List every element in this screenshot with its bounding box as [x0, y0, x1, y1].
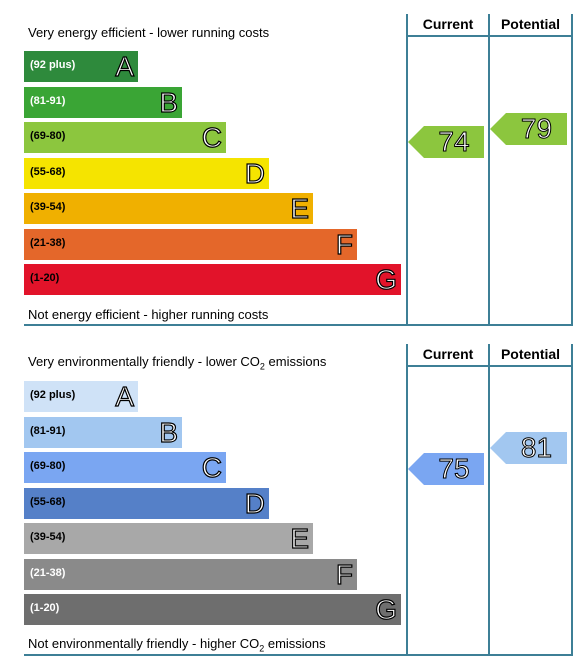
caption-text: emissions	[264, 354, 327, 369]
band-f: (21-38) F	[24, 558, 357, 590]
band-g: (1-20) G	[24, 263, 401, 296]
divider	[406, 35, 573, 37]
divider	[488, 344, 490, 656]
band-letter: A	[115, 380, 135, 412]
band-range-label: (92 plus)	[30, 59, 76, 71]
band-letter: E	[290, 192, 310, 224]
potential-rating-value: 79	[520, 113, 553, 145]
band-letter: C	[201, 451, 222, 483]
band-range-label: (21-38)	[30, 236, 66, 249]
band-range-label: (55-68)	[30, 165, 66, 178]
band-e: (39-54) E	[24, 522, 313, 555]
current-rating-arrow: 75	[408, 453, 484, 485]
band-letter: B	[159, 86, 179, 118]
potential-column-header: Potential	[500, 16, 561, 32]
environmental-rating-panel: Current Potential Very environmentally f…	[0, 342, 588, 670]
band-c: (69-80) C	[24, 121, 226, 154]
band-range-label: (92 plus)	[30, 389, 76, 401]
caption-subscript: 2	[259, 361, 265, 372]
band-range-label: (39-54)	[30, 201, 66, 213]
band-range-label: (81-91)	[30, 94, 66, 107]
band-letter: F	[335, 228, 353, 260]
band-d: (55-68) D	[24, 157, 269, 189]
band-c: (69-80) C	[24, 451, 226, 484]
band-b: (81-91) B	[24, 416, 182, 448]
divider	[24, 324, 573, 326]
band-range-label: (81-91)	[30, 424, 66, 437]
band-e: (39-54) E	[24, 192, 313, 225]
band-letter: G	[375, 593, 398, 625]
current-rating-value: 75	[438, 453, 470, 485]
current-column-header: Current	[422, 346, 474, 362]
divider	[488, 14, 490, 326]
band-letter: E	[290, 522, 310, 554]
arrow-shape	[490, 432, 567, 464]
arrow-shape	[408, 126, 484, 158]
bottom-caption: Not environmentally friendly - higher CO…	[28, 636, 326, 654]
caption-text: Very environmentally friendly - lower CO	[28, 354, 260, 369]
band-letter: F	[335, 558, 353, 590]
band-letter: D	[244, 487, 265, 519]
divider	[406, 365, 573, 367]
band-g: (1-20) G	[24, 593, 401, 626]
arrow-shape	[490, 113, 567, 145]
band-range-label: (39-54)	[30, 531, 66, 543]
caption-subscript: 2	[259, 643, 265, 654]
potential-rating-arrow: 81	[490, 432, 567, 464]
band-letter: G	[375, 263, 398, 295]
current-column-header: Current	[422, 16, 474, 32]
bottom-caption: Not energy efficient - higher running co…	[28, 307, 269, 322]
current-rating-arrow: 74	[408, 126, 484, 158]
band-range-label: (69-80)	[30, 460, 66, 472]
band-a: (92 plus) A	[24, 380, 138, 413]
energy-rating-panel: Current Potential Very energy efficient …	[0, 0, 588, 330]
band-a: (92 plus) A	[24, 50, 138, 83]
band-d: (55-68) D	[24, 487, 269, 519]
arrow-shape	[408, 453, 484, 485]
current-rating-value: 74	[438, 126, 470, 158]
divider	[24, 654, 573, 656]
band-b: (81-91) B	[24, 86, 182, 118]
caption-text: emissions	[264, 636, 326, 651]
top-caption: Very environmentally friendly - lower CO…	[28, 354, 326, 372]
band-letter: A	[115, 50, 135, 82]
band-range-label: (21-38)	[30, 566, 66, 579]
band-letter: C	[201, 121, 222, 153]
potential-rating-value: 81	[520, 432, 553, 464]
band-f: (21-38) F	[24, 228, 357, 260]
band-range-label: (69-80)	[30, 130, 66, 142]
divider	[406, 344, 408, 656]
band-range-label: (55-68)	[30, 495, 66, 508]
potential-column-header: Potential	[500, 346, 561, 362]
band-letter: B	[159, 416, 179, 448]
caption-text: Not environmentally friendly - higher CO	[28, 636, 260, 651]
divider	[571, 344, 573, 656]
top-caption: Very energy efficient - lower running co…	[28, 25, 270, 40]
band-range-label: (1-20)	[30, 272, 60, 284]
band-letter: D	[244, 157, 265, 189]
divider	[571, 14, 573, 326]
band-range-label: (1-20)	[30, 602, 60, 614]
divider	[406, 14, 408, 326]
potential-rating-arrow: 79	[490, 113, 567, 145]
